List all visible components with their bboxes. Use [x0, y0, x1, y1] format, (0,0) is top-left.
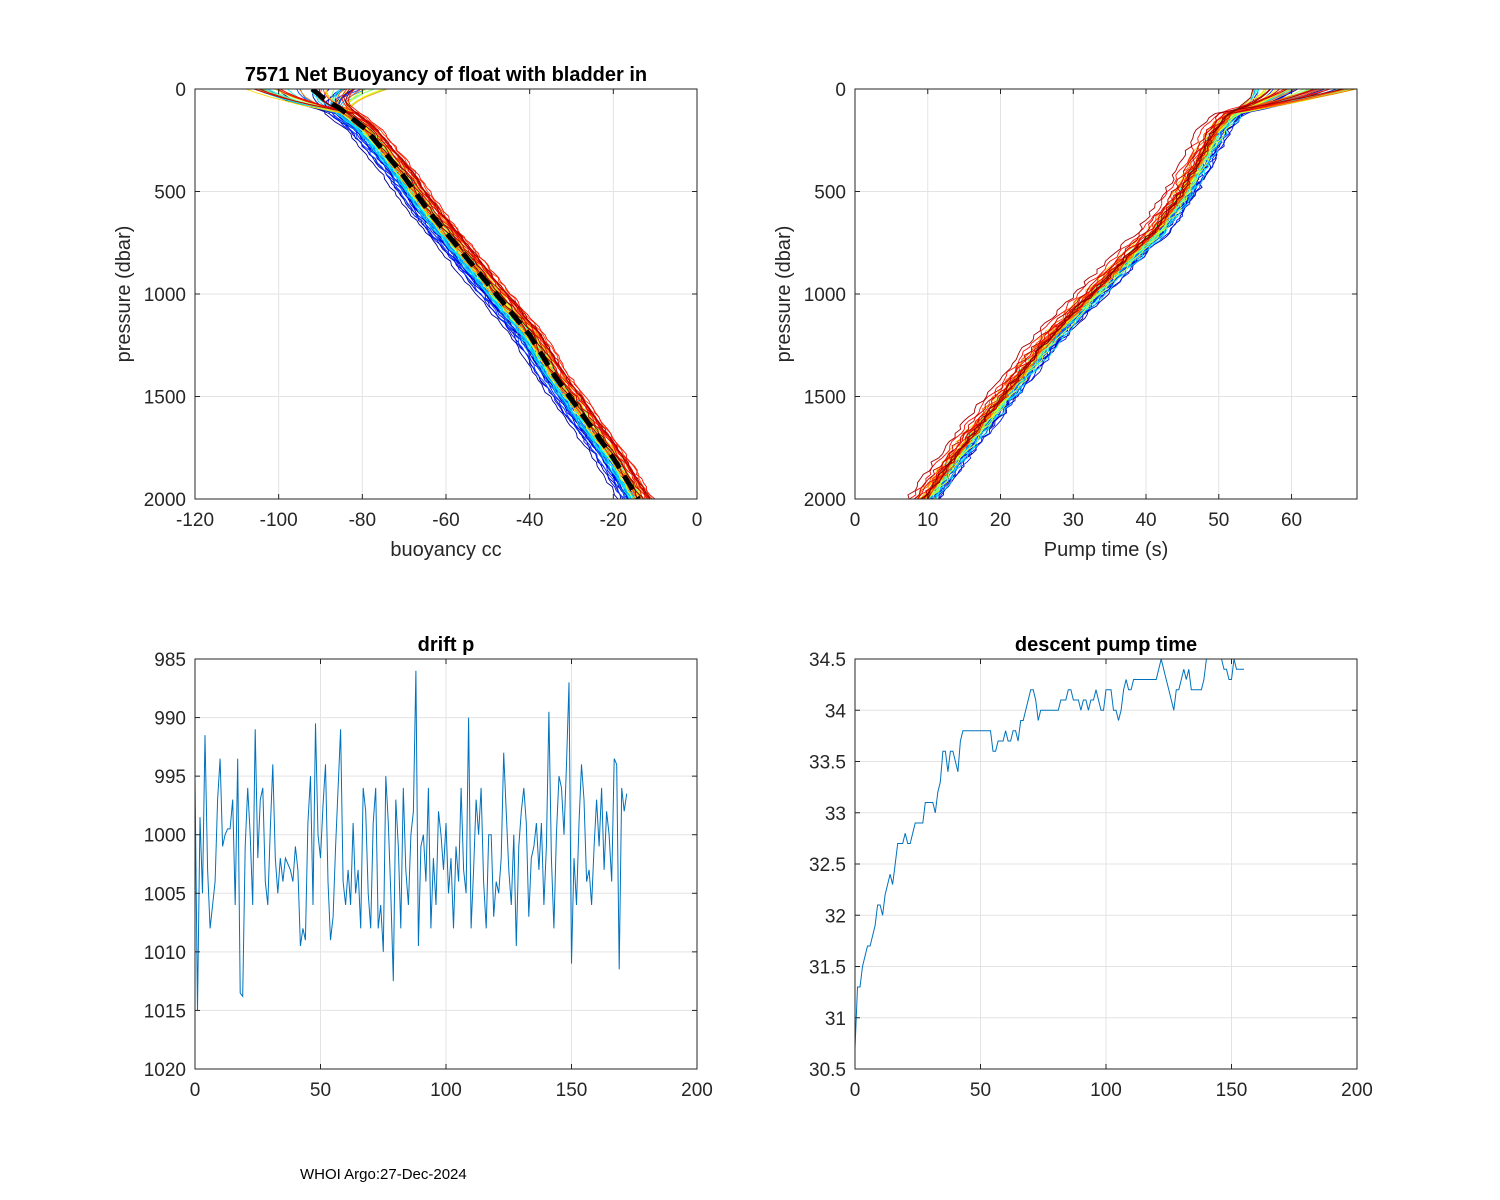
y-tick-label: 31.5	[809, 958, 846, 979]
y-tick-label: 33	[825, 804, 846, 825]
profile-line	[344, 89, 651, 499]
profile-line	[926, 89, 1316, 499]
profile-line	[927, 89, 1280, 499]
x-tick-label: 10	[917, 510, 938, 531]
profile-line	[916, 89, 1271, 499]
profile-line	[335, 89, 630, 499]
x-tick-label: -60	[432, 510, 459, 531]
y-tick-label: 985	[154, 650, 186, 671]
x-tick-label: 0	[850, 510, 861, 531]
y-axis-label: pressure (dbar)	[113, 226, 135, 363]
x-tick-label: 100	[1090, 1080, 1122, 1101]
x-tick-label: -120	[176, 510, 214, 531]
x-tick-label: 150	[1216, 1080, 1248, 1101]
y-tick-label: 32	[825, 906, 846, 927]
chart-title: 7571 Net Buoyancy of float with bladder …	[245, 64, 647, 86]
profile-line	[336, 89, 634, 499]
x-tick-label: -80	[349, 510, 376, 531]
y-tick-label: 31	[825, 1009, 846, 1030]
x-tick-label: 150	[556, 1080, 588, 1101]
chart-title: descent pump time	[1015, 634, 1197, 656]
x-tick-label: 200	[1341, 1080, 1373, 1101]
x-tick-label: -40	[516, 510, 543, 531]
y-tick-label: 2000	[804, 490, 846, 511]
profile-line	[927, 89, 1323, 499]
chart-title: drift p	[418, 634, 475, 656]
y-tick-label: 1000	[144, 826, 186, 847]
profile-line	[348, 89, 656, 499]
y-tick-label: 32.5	[809, 855, 846, 876]
chart-3: 0 50 100 150 200 985 990 995 1000 1005 1010 1015 102…	[144, 634, 713, 1101]
y-tick-label: 34.5	[809, 650, 846, 671]
y-tick-label: 0	[835, 80, 846, 101]
y-tick-label: 1010	[144, 943, 186, 964]
chart-1: -120 -100 -80 -60 -40 -20 0 0 500 1000 1500 2000 757…	[113, 64, 702, 561]
x-tick-label: 0	[850, 1080, 861, 1101]
profile-line	[935, 89, 1312, 499]
profile-lines	[907, 89, 1357, 499]
x-tick-label: 50	[1208, 510, 1229, 531]
x-axis-label: Pump time (s)	[1044, 539, 1168, 561]
profile-line	[938, 89, 1310, 499]
x-tick-label: 30	[1063, 510, 1084, 531]
chart-4: 0 50 100 150 200 30.5 31 31.5 32 32.5 33 33.5 34 34.5…	[809, 634, 1373, 1101]
x-axis-label: buoyancy cc	[390, 539, 501, 561]
x-tick-label: -20	[600, 510, 627, 531]
x-tick-label: 50	[310, 1080, 331, 1101]
y-tick-label: 34	[825, 701, 847, 722]
profile-line	[932, 89, 1354, 499]
x-tick-label: 0	[190, 1080, 201, 1101]
series-line	[854, 658, 1244, 1049]
x-tick-label: 0	[692, 510, 703, 531]
y-tick-label: 33.5	[809, 753, 846, 774]
series-line	[194, 670, 628, 1011]
footer-label: WHOI Argo:27-Dec-2024	[300, 1166, 467, 1183]
mean-profile-line	[310, 89, 641, 499]
y-tick-label: 2000	[144, 490, 186, 511]
profile-line	[909, 89, 1285, 499]
chart-2: 0 10 20 30 40 50 60 0 500 1000 1500 2000 Pump time (…	[773, 80, 1358, 561]
y-tick-label: 1005	[144, 884, 186, 905]
profile-line	[322, 89, 653, 499]
x-tick-label: -100	[260, 510, 298, 531]
y-tick-label: 1500	[804, 388, 846, 409]
profile-line	[907, 89, 1344, 499]
profile-line	[921, 89, 1272, 499]
profile-line	[927, 89, 1254, 499]
y-tick-label: 1000	[804, 285, 846, 306]
y-tick-label: 995	[154, 767, 186, 788]
x-tick-label: 60	[1281, 510, 1302, 531]
y-tick-label: 1015	[144, 1001, 186, 1022]
profile-line	[332, 89, 626, 499]
y-tick-label: 1020	[144, 1060, 186, 1081]
profile-lines	[245, 89, 656, 499]
profile-line	[327, 89, 625, 499]
x-tick-label: 50	[970, 1080, 991, 1101]
profile-line	[918, 89, 1319, 499]
y-tick-label: 500	[814, 183, 846, 204]
y-tick-label: 30.5	[809, 1060, 846, 1081]
x-tick-label: 20	[990, 510, 1011, 531]
x-tick-label: 40	[1135, 510, 1156, 531]
y-tick-label: 500	[154, 183, 186, 204]
y-tick-label: 1500	[144, 388, 186, 409]
y-tick-label: 990	[154, 709, 186, 730]
y-tick-label: 0	[175, 80, 186, 101]
y-axis-label: pressure (dbar)	[773, 226, 795, 363]
profile-line	[913, 89, 1288, 499]
x-tick-label: 200	[681, 1080, 713, 1101]
profile-line	[324, 89, 619, 499]
x-tick-label: 100	[430, 1080, 462, 1101]
profile-line	[926, 89, 1295, 499]
y-tick-label: 1000	[144, 285, 186, 306]
